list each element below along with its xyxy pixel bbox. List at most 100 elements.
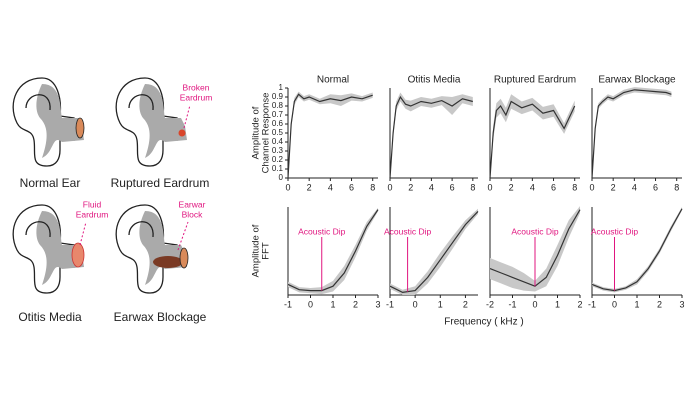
x-tick-label: 4	[530, 182, 535, 192]
x-tick-label: 6	[653, 182, 658, 192]
x-tick-label: 0	[413, 299, 418, 309]
diagram-label: Earwax Blockage	[114, 310, 207, 324]
x-tick-label: 4	[632, 182, 637, 192]
callout: Eardrum	[180, 92, 213, 102]
line	[489, 100, 576, 179]
x-tick-label: 6	[551, 182, 556, 192]
y-tick-label: 0.6	[272, 119, 284, 128]
x-tick-label: 1	[555, 299, 560, 309]
eardrum	[178, 129, 186, 137]
x-tick-label: 0	[285, 182, 290, 192]
x-tick-label: 2	[307, 182, 312, 192]
chart-title: Normal	[317, 75, 349, 86]
callout: Fluid	[83, 199, 102, 209]
x-tick-label: 0	[387, 182, 392, 192]
x-tick-label: 2	[657, 299, 662, 309]
x-tick-label: 8	[470, 182, 475, 192]
annotation: Acoustic Dip	[384, 226, 432, 236]
y-axis-label: FFT	[261, 242, 272, 260]
x-axis-label: Frequency ( kHz )	[444, 317, 523, 328]
x-tick-label: 1	[330, 299, 335, 309]
x-tick-label: 3	[375, 299, 380, 309]
error-band	[490, 94, 575, 178]
y-tick-label: 0.9	[272, 92, 284, 101]
x-tick-label: 0	[532, 299, 537, 309]
y-tick-label: 1	[279, 83, 284, 92]
line	[389, 210, 479, 293]
eardrum	[179, 247, 189, 269]
x-tick-label: 0	[589, 182, 594, 192]
x-tick-label: 0	[487, 182, 492, 192]
error-band	[390, 92, 473, 178]
error-band	[592, 207, 682, 293]
x-tick-label: 0	[612, 299, 617, 309]
x-tick-label: 8	[370, 182, 375, 192]
chart-title: Ruptured Eardrum	[494, 75, 576, 86]
y-axis-label: Amplitude of	[251, 106, 262, 159]
x-tick-label: -1	[588, 299, 596, 309]
x-tick-label: 2	[577, 299, 582, 309]
callout-line	[79, 221, 87, 246]
y-tick-label: 0	[279, 173, 284, 182]
x-tick-label: 3	[679, 299, 684, 309]
y-tick-label: 0.3	[272, 146, 284, 155]
error-band	[390, 208, 478, 295]
error-band	[288, 207, 378, 295]
callout: Block	[182, 209, 204, 219]
x-tick-label: -1	[508, 299, 516, 309]
callout: Broken	[183, 82, 210, 92]
chart-title: Otitis Media	[408, 75, 461, 86]
error-band	[288, 91, 373, 178]
diagram-label: Otitis Media	[18, 310, 82, 324]
x-tick-label: 8	[674, 182, 679, 192]
y-axis-label: Channel Response	[261, 93, 272, 174]
y-tick-label: 0.4	[272, 137, 284, 146]
x-tick-label: 2	[408, 182, 413, 192]
line	[287, 93, 373, 179]
callout: Eardrum	[76, 209, 109, 219]
ear-normal	[12, 77, 85, 167]
annotation: Acoustic Dip	[591, 226, 639, 236]
x-tick-label: 6	[349, 182, 354, 192]
ear-otitis	[12, 204, 87, 294]
x-tick-label: 2	[463, 299, 468, 309]
x-tick-label: 1	[438, 299, 443, 309]
callout-line	[177, 221, 189, 251]
x-tick-label: 0	[308, 299, 313, 309]
x-tick-label: 2	[611, 182, 616, 192]
y-tick-label: 0.7	[272, 110, 284, 119]
error-band	[490, 206, 580, 292]
eardrum	[75, 117, 85, 139]
x-tick-label: 6	[450, 182, 455, 192]
line	[287, 209, 379, 292]
callout-line	[183, 104, 191, 129]
ear-ruptured	[115, 77, 191, 167]
x-tick-label: 4	[429, 182, 434, 192]
line	[591, 89, 672, 179]
x-tick-label: 2	[353, 299, 358, 309]
line	[591, 208, 683, 292]
x-tick-label: -1	[386, 299, 394, 309]
ear-earwax	[115, 204, 189, 294]
annotation: Acoustic Dip	[298, 226, 346, 236]
callout: Earwar	[179, 199, 206, 209]
diagram-label: Ruptured Eardrum	[111, 176, 210, 190]
line	[389, 95, 473, 179]
y-tick-label: 0.5	[272, 128, 284, 137]
chart-title: Earwax Blockage	[598, 75, 676, 86]
x-tick-label: -2	[486, 299, 494, 309]
x-tick-label: 2	[509, 182, 514, 192]
y-tick-label: 0.2	[272, 155, 284, 164]
diagram-label: Normal Ear	[20, 176, 81, 190]
x-tick-label: 1	[634, 299, 639, 309]
y-tick-label: 0.1	[272, 164, 284, 173]
eardrum	[71, 242, 85, 268]
earwax	[153, 256, 183, 268]
annotation: Acoustic Dip	[511, 226, 559, 236]
x-tick-label: 4	[328, 182, 333, 192]
y-tick-label: 0.8	[272, 101, 284, 110]
x-tick-label: 8	[572, 182, 577, 192]
x-tick-label: -1	[284, 299, 292, 309]
y-axis-label: Amplitude of	[251, 224, 262, 277]
